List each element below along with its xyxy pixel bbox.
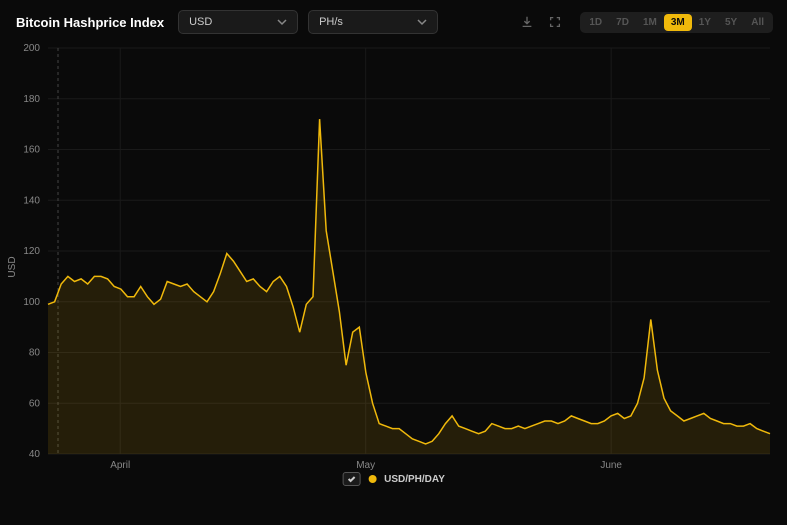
svg-text:80: 80 <box>29 348 41 359</box>
chart-area: USD 406080100120140160180200AprilMayJune… <box>0 42 787 492</box>
range-1y[interactable]: 1Y <box>692 14 718 31</box>
svg-text:100: 100 <box>23 297 40 308</box>
check-icon <box>346 474 356 484</box>
currency-value: USD <box>189 16 212 28</box>
header: Bitcoin Hashprice Index USD PH/s 1D7D1M3… <box>0 0 787 42</box>
range-1m[interactable]: 1M <box>636 14 664 31</box>
fullscreen-icon[interactable] <box>546 13 564 31</box>
svg-text:60: 60 <box>29 398 41 409</box>
range-3m[interactable]: 3M <box>664 14 692 31</box>
download-icon[interactable] <box>518 13 536 31</box>
chart-title: Bitcoin Hashprice Index <box>16 15 164 30</box>
legend-dot <box>368 475 376 483</box>
unit-select[interactable]: PH/s <box>308 10 438 34</box>
unit-value: PH/s <box>319 16 343 28</box>
svg-text:40: 40 <box>29 449 41 460</box>
line-chart[interactable]: 40 60 80 100 120 140 160 180 200 April May June <box>0 42 787 492</box>
svg-text:June: June <box>600 460 622 471</box>
legend-label: USD/PH/DAY <box>384 474 445 485</box>
legend-toggle[interactable] <box>342 472 360 486</box>
range-all[interactable]: All <box>744 14 771 31</box>
svg-text:May: May <box>356 460 375 471</box>
svg-text:120: 120 <box>23 246 40 257</box>
svg-text:180: 180 <box>23 94 40 105</box>
range-7d[interactable]: 7D <box>609 14 636 31</box>
chevron-down-icon <box>417 17 427 27</box>
legend: USD/PH/DAY <box>342 472 445 486</box>
svg-text:April: April <box>110 460 130 471</box>
svg-text:160: 160 <box>23 145 40 156</box>
svg-text:200: 200 <box>23 43 40 54</box>
chart-panel: Bitcoin Hashprice Index USD PH/s 1D7D1M3… <box>0 0 787 525</box>
svg-text:140: 140 <box>23 195 40 206</box>
time-range-group: 1D7D1M3M1Y5YAll <box>580 12 773 33</box>
range-5y[interactable]: 5Y <box>718 14 744 31</box>
range-1d[interactable]: 1D <box>582 14 609 31</box>
currency-select[interactable]: USD <box>178 10 298 34</box>
chevron-down-icon <box>277 17 287 27</box>
